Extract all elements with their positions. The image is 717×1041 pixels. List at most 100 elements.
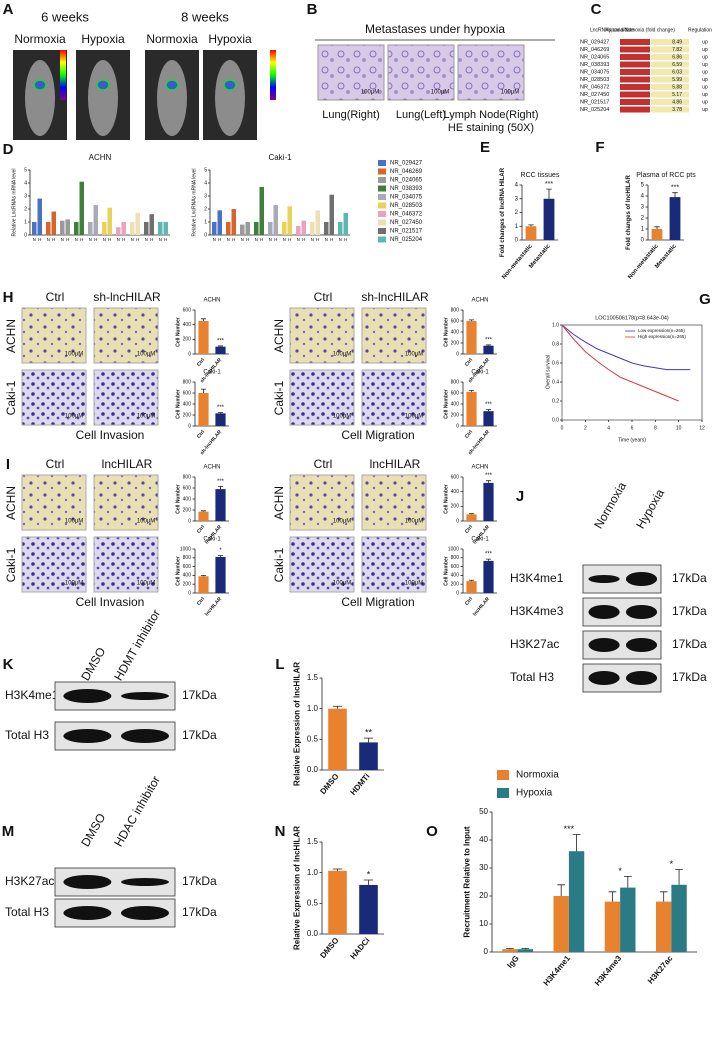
scale-bar: 100μM xyxy=(137,519,155,525)
microscopy-image xyxy=(361,536,427,593)
x-axis-label: Time (years) xyxy=(618,437,646,443)
y-tick-label: 0 xyxy=(515,238,519,244)
y-tick-label: 400 xyxy=(183,401,192,407)
bar xyxy=(525,226,537,240)
y-tick-label: 1000 xyxy=(448,546,459,552)
caption: Cell Migration xyxy=(341,595,414,609)
x-tick-label: H xyxy=(150,237,153,242)
table-cell: 4.86 xyxy=(672,99,682,105)
y-tick-label: 2 xyxy=(24,206,27,212)
legend-label: NR_025204 xyxy=(390,237,423,243)
error-bar xyxy=(654,226,660,229)
condition-label: Hypoxia xyxy=(208,32,252,46)
x-tick-label: 0 xyxy=(561,425,564,431)
y-axis-label: Cell Number xyxy=(175,389,181,419)
bar xyxy=(149,214,154,235)
heat-cell xyxy=(620,106,650,113)
panel-label: K xyxy=(3,656,14,673)
panel-title: Metastases under hypoxia xyxy=(365,22,505,36)
row-label: Total H3 xyxy=(5,905,49,919)
y-tick-label: 400 xyxy=(183,322,192,328)
bar xyxy=(116,227,121,235)
condition-label: Normoxia xyxy=(14,32,66,46)
legend-swatch xyxy=(378,185,386,192)
y-axis-label: Cell Number xyxy=(175,556,181,586)
microscopy-image xyxy=(93,369,159,426)
y-tick-label: 400 xyxy=(183,573,192,579)
table-cell: up xyxy=(702,84,708,90)
row-label: ACHN xyxy=(272,319,286,353)
colorbar xyxy=(270,50,276,100)
heat-cell xyxy=(620,91,650,98)
bar xyxy=(620,887,636,952)
y-tick-label: 800 xyxy=(451,307,460,313)
table-header: Regulation xyxy=(688,27,712,33)
band xyxy=(588,605,620,619)
band xyxy=(121,906,169,920)
y-tick-label: 200 xyxy=(183,507,192,513)
bar xyxy=(102,222,107,235)
row-label: Caki-1 xyxy=(272,547,286,582)
row-label: Caki-1 xyxy=(4,547,18,582)
error-bar xyxy=(332,868,343,871)
band xyxy=(121,878,169,886)
group-label: 8 weeks xyxy=(181,9,229,24)
y-tick-label: 400 xyxy=(451,401,460,407)
error-bar xyxy=(468,579,475,582)
chart-title: RCC tissues xyxy=(521,172,560,179)
bar xyxy=(46,222,51,235)
bar xyxy=(466,391,477,426)
y-axis-label: Fold changes of lncRNA HILAR xyxy=(500,167,506,257)
x-tick-label: Ctrl xyxy=(464,596,475,607)
bar xyxy=(65,219,70,235)
microscopy-image xyxy=(93,307,159,364)
caption: Cell Migration xyxy=(341,428,414,442)
y-tick-label: 0 xyxy=(456,518,459,524)
table-cell: NR_038393 xyxy=(580,62,609,68)
y-tick-label: 1.0 xyxy=(307,704,319,713)
x-tick-label: DMSO xyxy=(318,772,340,796)
y-tick-label: 0 xyxy=(484,947,489,956)
significance: *** xyxy=(564,824,575,834)
band xyxy=(588,638,620,652)
size-label: 17kDa xyxy=(672,571,707,585)
y-axis-label: Recruitment Relative to Input xyxy=(462,826,471,937)
y-tick-label: 0.6 xyxy=(552,360,559,366)
error-bar xyxy=(200,388,207,393)
bar xyxy=(60,220,65,235)
size-label: 17kDa xyxy=(672,670,707,684)
y-tick-label: 0.0 xyxy=(307,765,319,774)
y-tick-label: 800 xyxy=(183,379,192,385)
value-cell xyxy=(651,61,689,68)
scale-bar: 100μM xyxy=(65,352,83,358)
x-tick-label: N xyxy=(241,237,244,242)
row-label: ACHN xyxy=(4,486,18,520)
significance: *** xyxy=(217,479,225,485)
image-label: Lung(Left) xyxy=(396,109,446,121)
scale-bar: 100μM xyxy=(137,352,155,358)
y-tick-label: 4 xyxy=(24,180,27,186)
y-tick-label: 0.4 xyxy=(552,379,559,385)
y-tick-label: 0.0 xyxy=(307,929,319,938)
error-bar xyxy=(332,705,343,709)
bar xyxy=(328,708,347,770)
heat-cell xyxy=(620,46,650,53)
x-tick-label: HADCi xyxy=(348,936,371,961)
table-cell: NR_021517 xyxy=(580,99,609,105)
bar xyxy=(215,413,226,426)
column-label: DMSO xyxy=(78,645,108,683)
x-tick-label: H xyxy=(330,237,333,242)
error-bar xyxy=(468,390,475,392)
table-cell: up xyxy=(702,77,708,83)
scale-bar: 100μM xyxy=(405,581,423,587)
bar xyxy=(568,851,585,952)
error-bar xyxy=(200,575,207,577)
y-tick-label: 400 xyxy=(451,489,460,495)
table-cell: NR_027450 xyxy=(580,92,609,98)
y-tick-label: 600 xyxy=(451,318,460,324)
signal xyxy=(96,79,110,91)
error-bar xyxy=(572,834,581,852)
heat-cell xyxy=(620,99,650,105)
y-tick-label: 0 xyxy=(188,518,191,524)
table-cell: up xyxy=(702,54,708,60)
